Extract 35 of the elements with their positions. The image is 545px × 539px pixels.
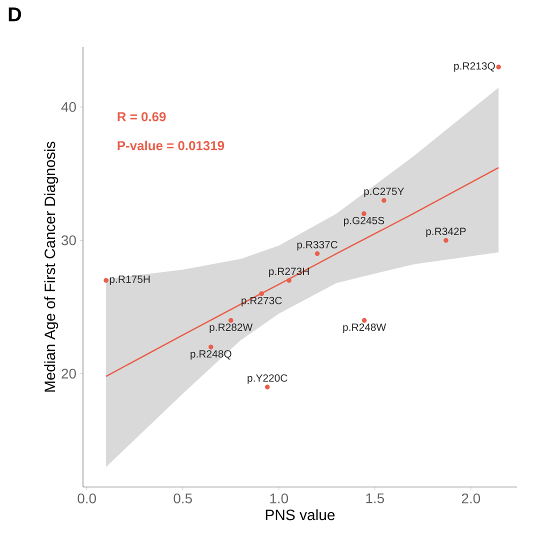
data-label: p.Y220C [248,374,288,384]
annotation: R = 0.69 [118,112,166,122]
data-label: p.R175H [110,276,150,286]
point [444,238,448,243]
point [362,318,367,323]
point [496,64,501,70]
x-tick-label: 0.0 [78,493,96,504]
point [228,318,234,323]
data-label: p.R248Q [190,350,232,360]
point [208,344,214,350]
data-label: p.R213Q [454,62,495,72]
y-tick-label: 20 [62,368,76,379]
data-label: p.R248W [343,324,386,333]
x-tick-label: 0.5 [174,493,192,504]
x-tick-label: 2.0 [462,493,480,504]
point [259,291,264,296]
data-label: p.R342P [426,228,466,238]
point [382,198,386,203]
data-label: p.R337C [297,241,338,250]
y-axis-title: Median Age of First Cancer Diagnosis [44,142,58,392]
point [264,384,270,390]
point [362,211,366,216]
annotation: P-value = 0.01319 [118,140,224,150]
data-label: p.G245S [344,216,384,226]
point [286,278,292,283]
point [314,251,320,256]
x-tick-label: 1.0 [270,493,288,504]
x-axis-title: PNS value [266,509,335,520]
data-label: p.C275Y [364,188,404,198]
x-tick-label: 1.5 [366,494,384,504]
y-tick-label: 40 [61,102,76,112]
chart-title: D [8,8,22,22]
data-label: p.R282W [210,324,253,333]
point [104,278,108,283]
y-tick-label: 30 [62,235,76,246]
